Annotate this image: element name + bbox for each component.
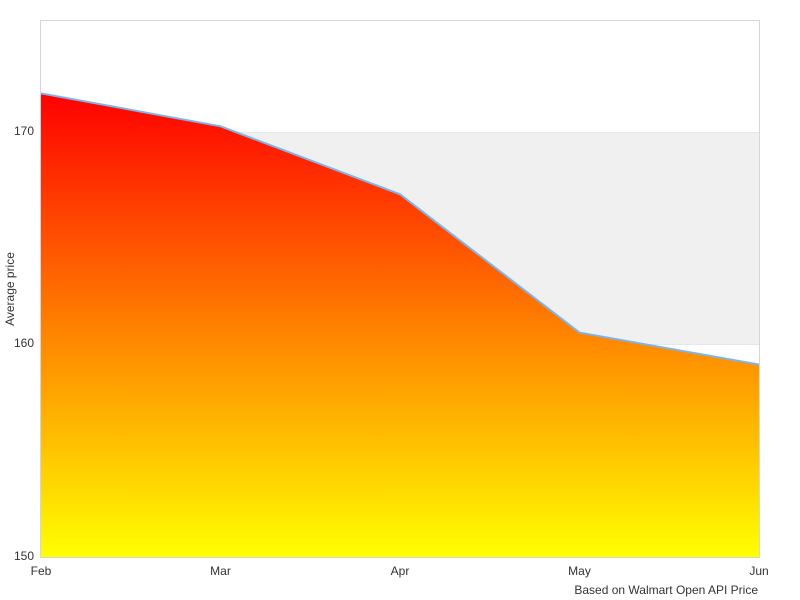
x-tick-label-feb: Feb <box>30 564 52 578</box>
area-series <box>41 92 759 557</box>
credits-text: Based on Walmart Open API Price <box>574 583 758 597</box>
plot-area <box>40 20 760 558</box>
series-line <box>41 92 759 366</box>
area-fill <box>41 93 759 557</box>
y-tick-label-150: 150 <box>13 549 34 563</box>
x-tick-label-may: May <box>568 564 591 578</box>
y-gridline-170 <box>41 132 759 133</box>
y-tick-label-170: 170 <box>13 123 34 138</box>
y-axis-title: Average price <box>3 252 17 326</box>
x-tick-label-jun: Jun <box>749 564 769 578</box>
x-tick-label-apr: Apr <box>390 564 410 578</box>
y-tick-label-160: 160 <box>13 336 34 351</box>
x-tick-label-mar: Mar <box>210 564 231 578</box>
